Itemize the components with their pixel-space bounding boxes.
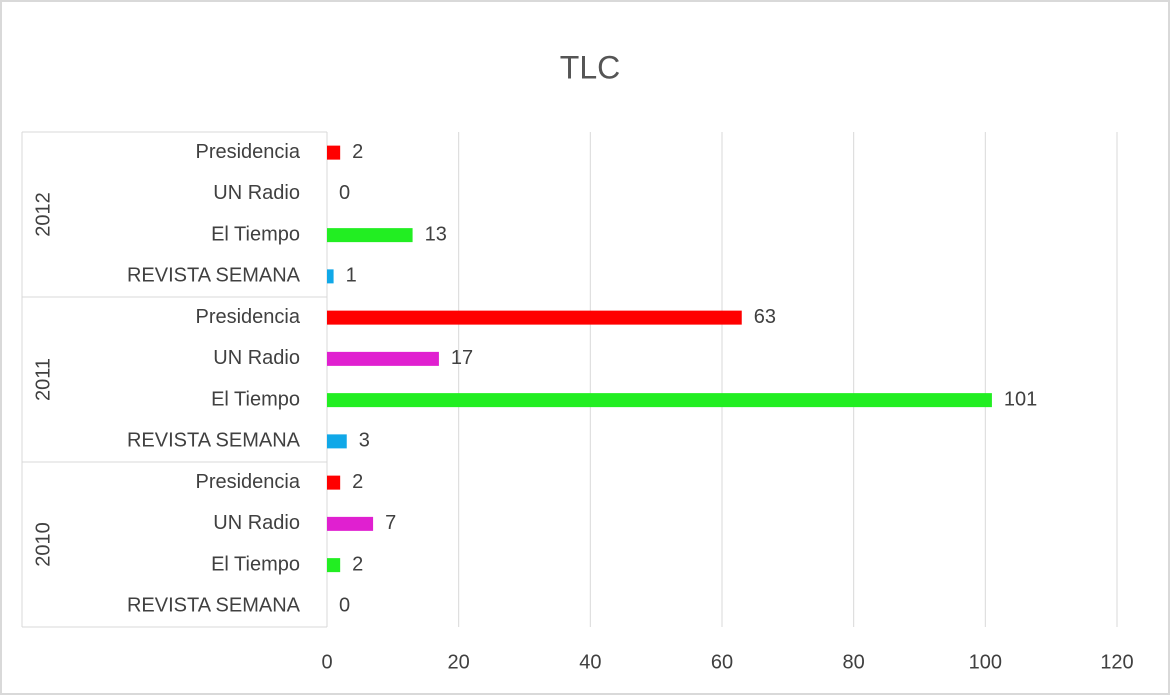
data-label: 0 xyxy=(339,595,350,617)
y-tick-label: REVISTA SEMANA xyxy=(127,265,301,287)
bar xyxy=(327,558,341,573)
y-tick-label: El Tiempo xyxy=(211,388,300,410)
x-tick-label: 40 xyxy=(579,651,601,673)
y-tick-label: Presidencia xyxy=(195,471,300,493)
data-label: 3 xyxy=(359,430,370,452)
chart-title: TLC xyxy=(560,49,620,85)
x-tick-label: 0 xyxy=(321,651,332,673)
x-tick-label: 20 xyxy=(448,651,470,673)
y-tick-label: Presidencia xyxy=(195,306,300,328)
data-label: 13 xyxy=(425,223,447,245)
data-label: 2 xyxy=(352,471,363,493)
bar xyxy=(327,351,439,366)
bar xyxy=(327,434,347,449)
y-tick-label: REVISTA SEMANA xyxy=(127,595,301,617)
bar xyxy=(327,516,374,531)
data-label: 101 xyxy=(1004,388,1037,410)
x-tick-label: 80 xyxy=(843,651,865,673)
y-tick-label: El Tiempo xyxy=(211,553,300,575)
bar xyxy=(327,310,742,325)
y-tick-label: UN Radio xyxy=(213,182,300,204)
data-label: 2 xyxy=(352,553,363,575)
data-label: 0 xyxy=(339,182,350,204)
x-tick-label: 100 xyxy=(969,651,1002,673)
group-label: 2011 xyxy=(32,358,54,401)
bar xyxy=(327,475,341,490)
data-label: 1 xyxy=(346,265,357,287)
bar xyxy=(327,269,334,284)
data-label: 63 xyxy=(754,306,776,328)
y-tick-label: UN Radio xyxy=(213,347,300,369)
data-label: 2 xyxy=(352,141,363,163)
data-label: 17 xyxy=(451,347,473,369)
group-label: 2010 xyxy=(32,522,54,567)
y-tick-label: UN Radio xyxy=(213,512,300,534)
group-label: 2012 xyxy=(32,192,54,237)
bar xyxy=(327,145,341,160)
y-tick-label: El Tiempo xyxy=(211,223,300,245)
x-tick-label: 120 xyxy=(1100,651,1133,673)
y-tick-label: Presidencia xyxy=(195,141,300,163)
x-tick-label: 60 xyxy=(711,651,733,673)
y-tick-label: REVISTA SEMANA xyxy=(127,430,301,452)
bar xyxy=(327,228,413,243)
data-label: 7 xyxy=(385,512,396,534)
bar xyxy=(327,393,992,408)
